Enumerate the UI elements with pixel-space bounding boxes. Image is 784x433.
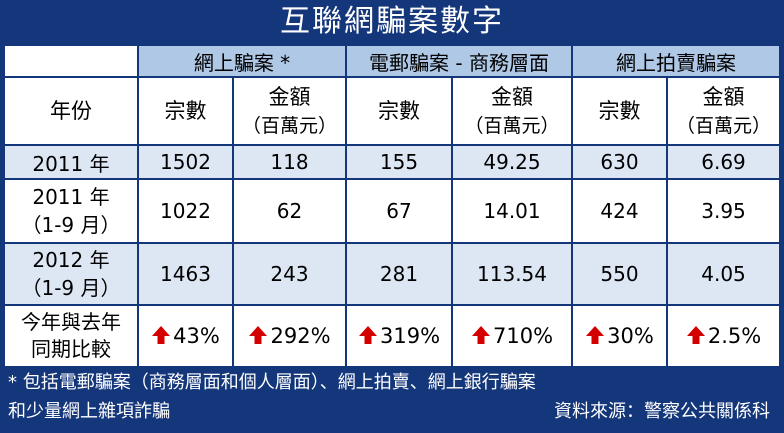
value-cell: 14.01	[451, 178, 574, 244]
year-cell: 2012 年（1-9 月）	[3, 242, 139, 306]
footnote-line: 和少量網上雜項詐騙	[8, 401, 170, 422]
corner-cell	[3, 44, 139, 78]
footnote-line: * 包括電郵騙案（商務層面和個人層面）、網上拍賣、網上銀行騙案	[8, 372, 536, 393]
value-cell: 630	[571, 144, 669, 180]
group-auction-fraud: 網上拍賣騙案	[571, 44, 782, 78]
value-cell: 155	[345, 144, 454, 180]
value-cell: 3.95	[666, 178, 782, 244]
year-cell: 2011 年（1-9 月）	[3, 178, 139, 244]
count-header: 宗數	[571, 76, 669, 146]
up-arrow-icon	[358, 325, 377, 344]
value-cell: 4.05	[666, 242, 782, 306]
amount-header: 金額 （百萬元）	[231, 76, 348, 146]
value-cell: 1463	[137, 242, 234, 306]
value-cell: 67	[345, 178, 454, 244]
group-header-row: 網上騙案 * 電郵騙案 - 商務層面 網上拍賣騙案	[3, 44, 782, 78]
year-cell: 2011 年	[3, 144, 139, 180]
group-online-fraud: 網上騙案 *	[136, 44, 348, 78]
value-cell: 49.25	[451, 144, 574, 180]
value-cell: 118	[231, 144, 348, 180]
table-row: 2011 年（1-9 月） 1022 62 67 14.01 424 3.95	[3, 178, 782, 244]
count-header: 宗數	[137, 76, 234, 146]
value-cell: 1502	[137, 144, 234, 180]
fraud-table: 網上騙案 * 電郵騙案 - 商務層面 網上拍賣騙案 年份 宗數 金額 （百萬元） …	[3, 44, 782, 368]
page-title: 互聯網騙案數字	[280, 4, 504, 39]
value-cell: 243	[231, 242, 348, 306]
amount-header: 金額 （百萬元）	[666, 76, 782, 146]
comparison-label: 今年與去年 同期比較	[3, 304, 139, 368]
column-header-row: 年份 宗數 金額 （百萬元） 宗數 金額 （百萬元） 宗數 金額 （百萬元）	[3, 76, 782, 146]
value-cell: 281	[345, 242, 454, 306]
up-arrow-icon	[249, 325, 268, 344]
up-arrow-icon	[471, 325, 490, 344]
up-arrow-icon	[586, 325, 605, 344]
table-row: 2011 年 1502 118 155 49.25 630 6.69	[3, 144, 782, 180]
value-cell: 62	[231, 178, 348, 244]
value-cell: 1022	[137, 178, 234, 244]
source-credit: 資料來源：警察公共關係科	[554, 401, 770, 422]
amount-header: 金額 （百萬元）	[451, 76, 574, 146]
change-cell: 30%	[571, 304, 669, 368]
change-cell: 319%	[345, 304, 454, 368]
change-cell: 710%	[451, 304, 574, 368]
value-cell: 113.54	[451, 242, 574, 306]
count-header: 宗數	[345, 76, 454, 146]
change-cell: 2.5%	[666, 304, 782, 368]
change-cell: 43%	[137, 304, 234, 368]
group-email-fraud: 電郵騙案 - 商務層面	[345, 44, 574, 78]
comparison-row: 今年與去年 同期比較 43% 292% 319% 710% 30% 2.5%	[3, 304, 782, 368]
value-cell: 424	[571, 178, 669, 244]
value-cell: 6.69	[666, 144, 782, 180]
value-cell: 550	[571, 242, 669, 306]
table-row: 2012 年（1-9 月） 1463 243 281 113.54 550 4.…	[3, 242, 782, 306]
footnote: * 包括電郵騙案（商務層面和個人層面）、網上拍賣、網上銀行騙案 和少量網上雜項詐…	[8, 368, 778, 426]
up-arrow-icon	[152, 325, 171, 344]
change-cell: 292%	[231, 304, 348, 368]
up-arrow-icon	[686, 325, 705, 344]
year-header: 年份	[3, 76, 139, 146]
